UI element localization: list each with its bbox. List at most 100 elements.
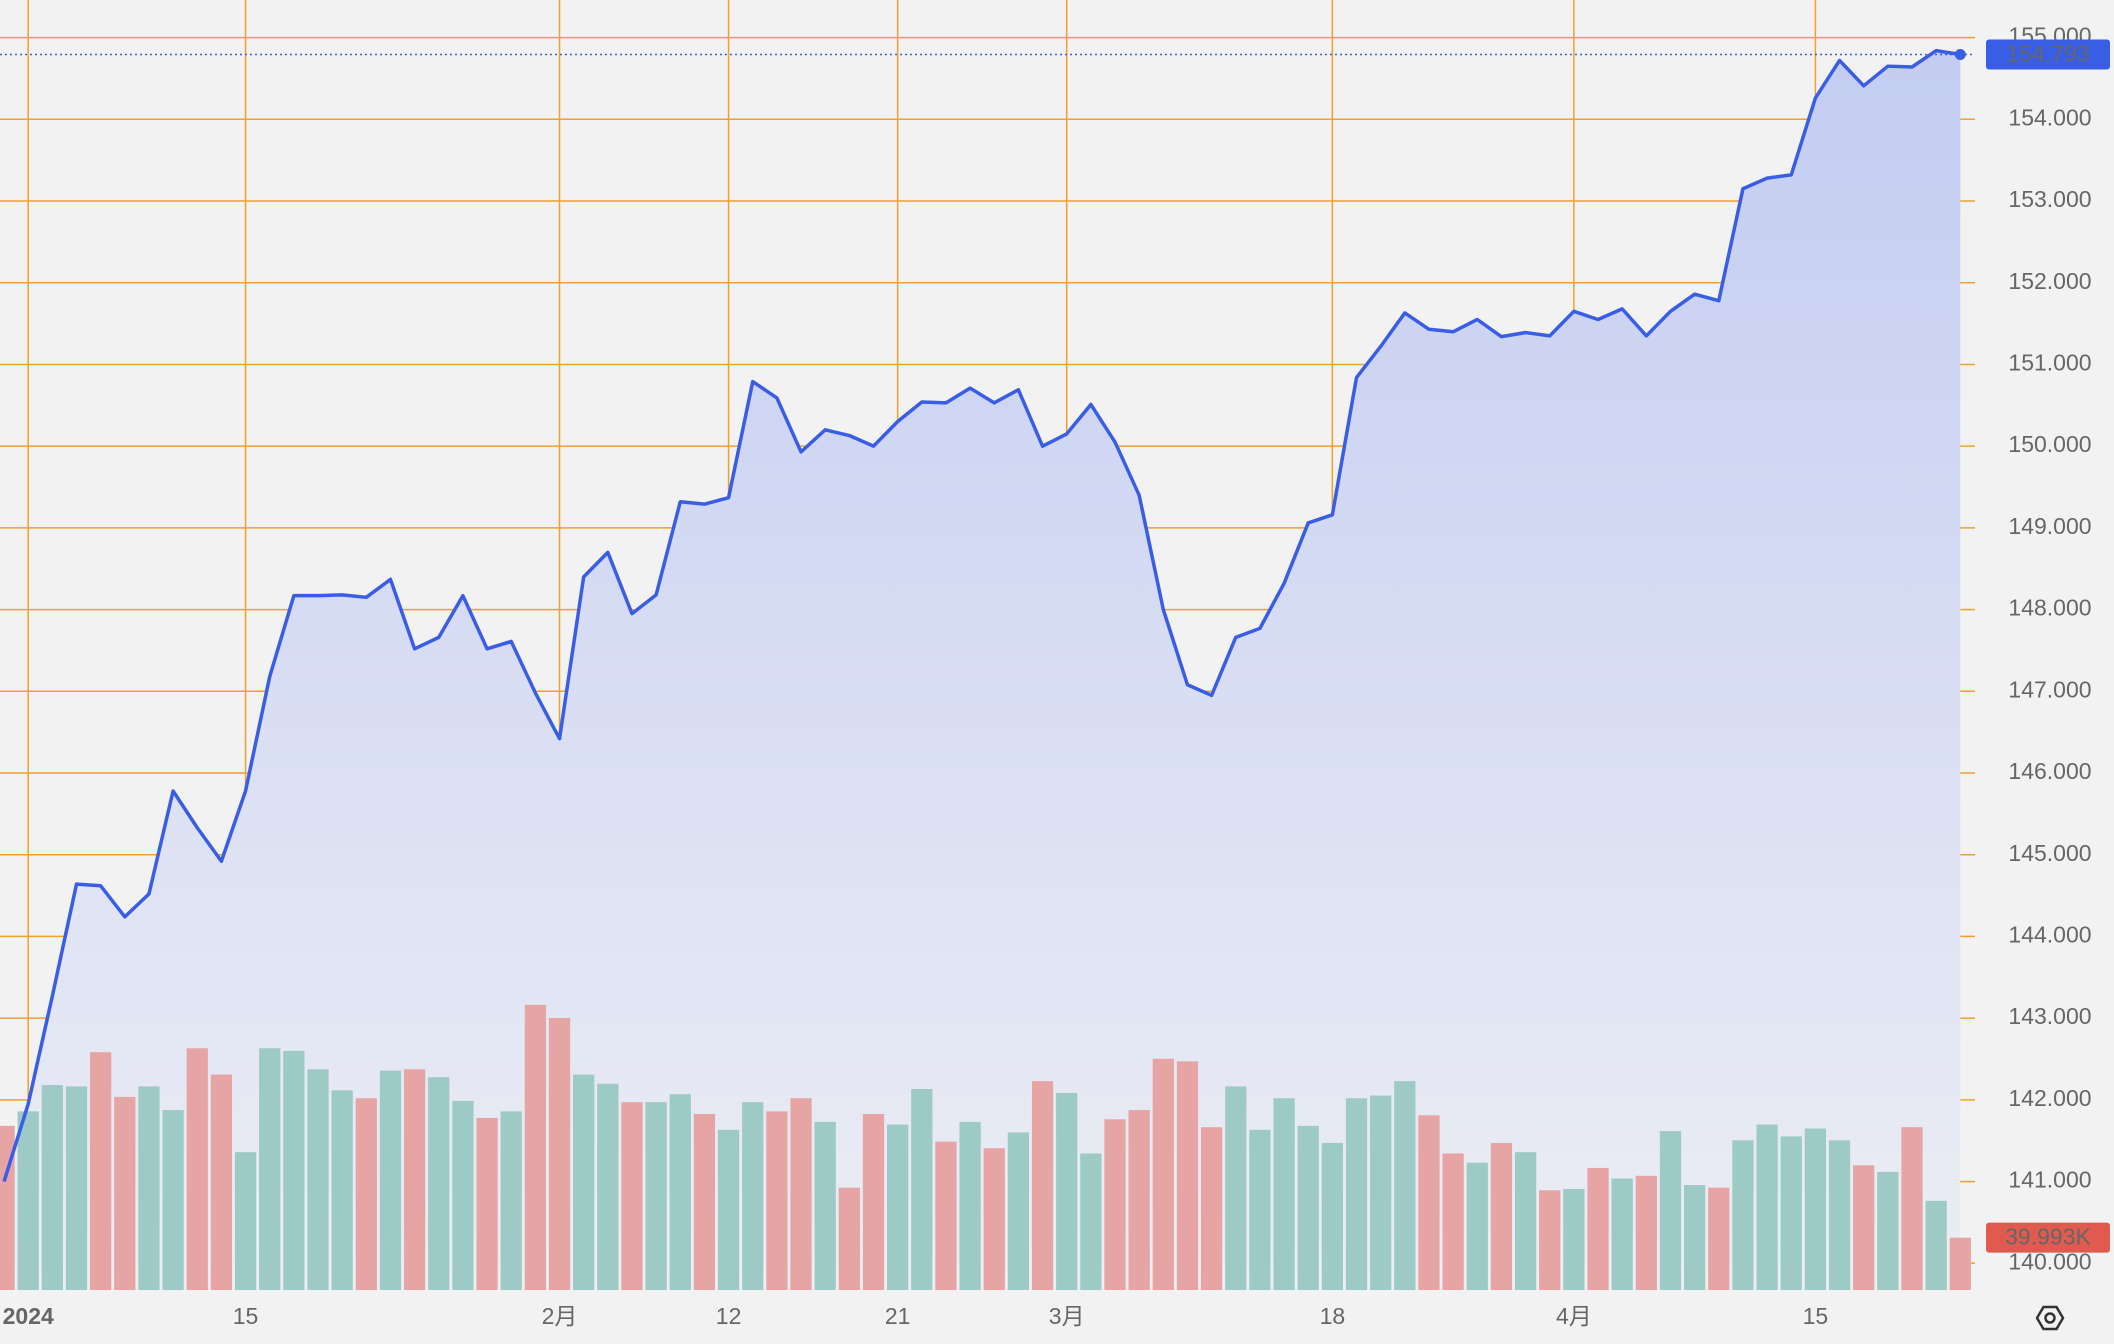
volume-bar bbox=[1466, 1162, 1488, 1290]
volume-bar bbox=[1925, 1200, 1947, 1290]
volume-bar bbox=[1563, 1188, 1585, 1290]
volume-bar bbox=[1732, 1140, 1754, 1290]
volume-bar bbox=[138, 1086, 160, 1290]
volume-bar bbox=[959, 1121, 981, 1290]
volume-bar bbox=[307, 1069, 329, 1290]
volume-bar bbox=[935, 1141, 957, 1290]
volume-bar bbox=[548, 1017, 571, 1290]
volume-bar bbox=[1539, 1190, 1561, 1290]
plot-area bbox=[0, 0, 1975, 1290]
volume-tag bbox=[1986, 1222, 2110, 1253]
volume-bar bbox=[1756, 1124, 1778, 1290]
volume-bar bbox=[0, 1125, 15, 1290]
volume-bar bbox=[1877, 1171, 1899, 1290]
volume-bar bbox=[717, 1129, 740, 1290]
settings-icon[interactable] bbox=[2035, 1305, 2065, 1331]
y-tick-label: 144.000 bbox=[2008, 922, 2091, 948]
volume-bar bbox=[1394, 1081, 1416, 1290]
volume-bar bbox=[1804, 1128, 1827, 1290]
y-tick-label: 147.000 bbox=[2008, 676, 2091, 702]
x-tick-label: 2月 bbox=[542, 1303, 578, 1329]
volume-bar bbox=[210, 1074, 233, 1290]
volume-bar bbox=[1901, 1127, 1923, 1290]
price-tag bbox=[1986, 39, 2110, 70]
volume-bar bbox=[1659, 1131, 1682, 1290]
volume-bar bbox=[1514, 1152, 1537, 1290]
y-tick-label: 141.000 bbox=[2008, 1167, 2091, 1193]
price-tag-label: 154.793 bbox=[2006, 41, 2089, 67]
volume-bar bbox=[597, 1083, 619, 1290]
volume-bar bbox=[234, 1152, 257, 1290]
volume-bar bbox=[1611, 1178, 1633, 1290]
volume-bar bbox=[1442, 1153, 1464, 1290]
volume-bar bbox=[500, 1111, 522, 1290]
volume-bar bbox=[1249, 1129, 1271, 1290]
last-point bbox=[1954, 49, 1966, 61]
volume-bar bbox=[1370, 1095, 1392, 1290]
volume-bar bbox=[1345, 1098, 1368, 1290]
volume-bar bbox=[887, 1124, 909, 1290]
volume-bar bbox=[1780, 1136, 1802, 1290]
volume-bar bbox=[1684, 1185, 1706, 1290]
x-tick-label: 15 bbox=[1803, 1303, 1829, 1329]
volume-bar bbox=[41, 1085, 63, 1290]
area bbox=[4, 50, 1961, 1290]
volume-bar bbox=[162, 1110, 184, 1290]
y-tick-label: 151.000 bbox=[2008, 350, 2091, 376]
volume-bar bbox=[17, 1111, 39, 1290]
volume-bar bbox=[1853, 1165, 1875, 1290]
volume-bar bbox=[693, 1114, 716, 1290]
y-tick-label: 143.000 bbox=[2008, 1003, 2091, 1029]
y-tick-label: 142.000 bbox=[2008, 1085, 2091, 1111]
volume-bar bbox=[379, 1070, 402, 1290]
volume-bar bbox=[1273, 1098, 1295, 1290]
volume-bar bbox=[452, 1100, 474, 1290]
y-tick-label: 146.000 bbox=[2008, 758, 2091, 784]
volume-bar bbox=[1007, 1132, 1030, 1290]
x-tick-label: 2024 bbox=[3, 1303, 54, 1329]
volume-bar bbox=[645, 1102, 667, 1290]
volume-bar bbox=[1490, 1142, 1513, 1290]
volume-bar bbox=[1949, 1237, 1971, 1290]
volume-bar bbox=[1152, 1058, 1174, 1290]
volume-bar bbox=[573, 1074, 595, 1290]
volume-bar bbox=[65, 1086, 88, 1290]
volume-bar bbox=[669, 1094, 691, 1290]
volume-bar bbox=[283, 1050, 305, 1290]
y-tick-label: 149.000 bbox=[2008, 513, 2091, 539]
volume-bar bbox=[403, 1069, 426, 1290]
volume-bar bbox=[524, 1004, 547, 1290]
volume-bar bbox=[742, 1102, 764, 1290]
volume-bar bbox=[1635, 1175, 1657, 1290]
x-tick-label: 12 bbox=[716, 1303, 742, 1329]
volume-bar bbox=[838, 1187, 860, 1290]
price-line bbox=[2, 48, 1961, 1183]
volume-bar bbox=[911, 1089, 933, 1290]
x-tick-label: 21 bbox=[885, 1303, 911, 1329]
x-tick-label: 3月 bbox=[1049, 1303, 1085, 1329]
volume-bar bbox=[1080, 1153, 1102, 1290]
volume-bar bbox=[1708, 1187, 1730, 1290]
y-tick-label: 150.000 bbox=[2008, 431, 2091, 457]
y-tick-label: 148.000 bbox=[2008, 595, 2091, 621]
x-tick-label: 4月 bbox=[1556, 1303, 1592, 1329]
axes: 140.000 141.000 142.000 143.000 144.000 145.0… bbox=[3, 23, 2110, 1329]
volume-bar bbox=[1297, 1125, 1319, 1290]
volume-bar bbox=[1031, 1081, 1054, 1290]
volume-tag-label: 39.993K bbox=[2005, 1224, 2091, 1250]
volume-bar bbox=[259, 1048, 281, 1290]
volume-bar bbox=[1418, 1115, 1440, 1290]
volume-bar bbox=[1176, 1061, 1199, 1290]
volume-bar bbox=[428, 1077, 450, 1290]
y-tick-label: 145.000 bbox=[2008, 840, 2091, 866]
volume-bar bbox=[983, 1148, 1005, 1290]
y-tick-label: 154.000 bbox=[2008, 104, 2091, 130]
volume-bar bbox=[476, 1117, 498, 1290]
y-tick-label: 152.000 bbox=[2008, 268, 2091, 294]
volume-bar bbox=[1128, 1110, 1150, 1290]
volume-bar bbox=[621, 1102, 643, 1290]
y-tick-label: 153.000 bbox=[2008, 186, 2091, 212]
volume-bar bbox=[1104, 1119, 1126, 1290]
volume-bar bbox=[766, 1111, 788, 1290]
